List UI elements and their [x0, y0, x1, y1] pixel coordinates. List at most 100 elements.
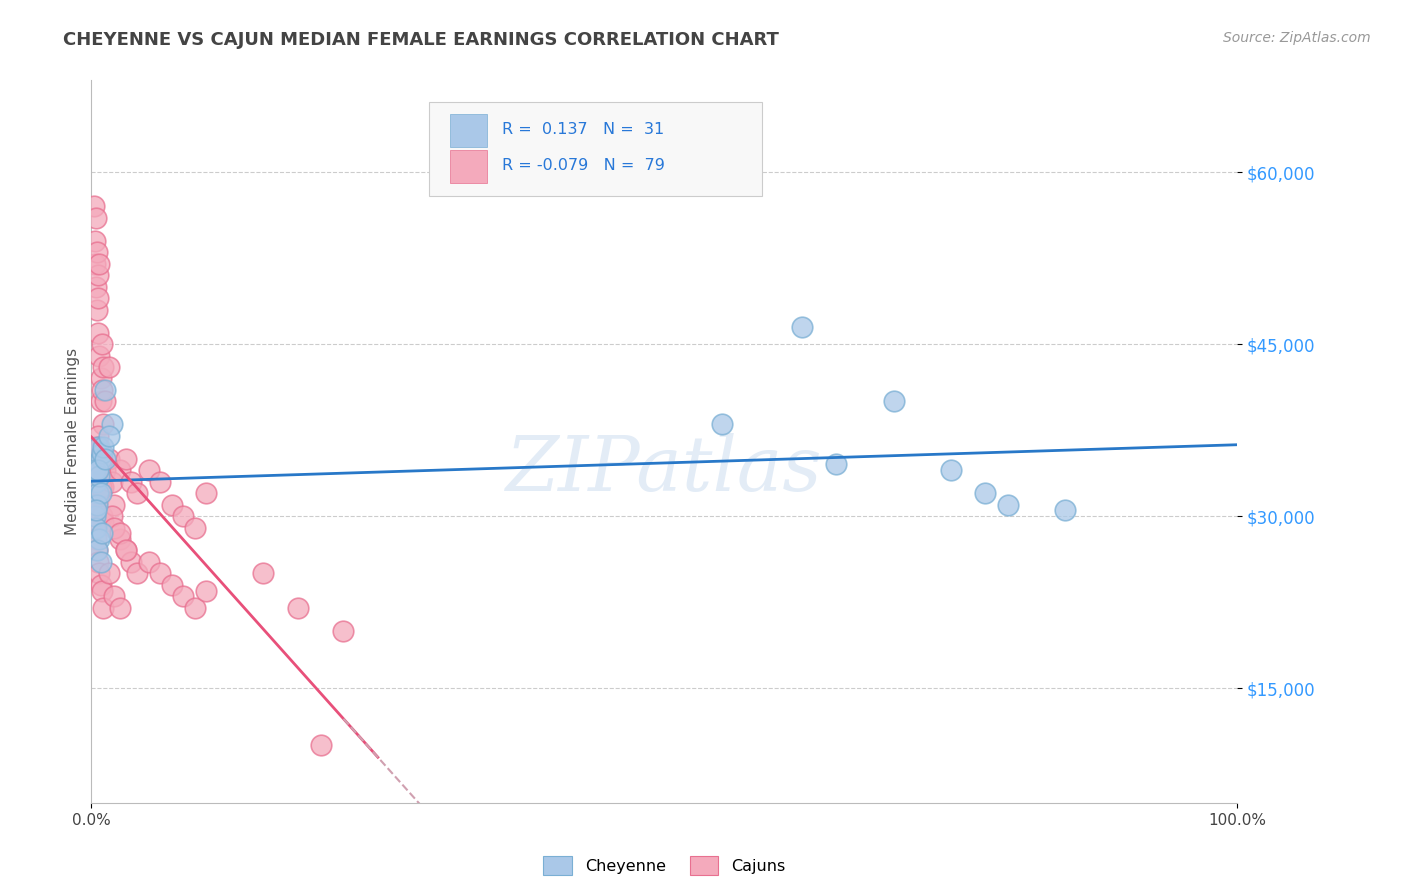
Point	[114, 543, 136, 558]
Point	[86, 503, 108, 517]
Point	[89, 469, 111, 483]
Point	[127, 486, 149, 500]
Point	[108, 532, 131, 546]
Text: ZIPatlas: ZIPatlas	[506, 434, 823, 508]
Point	[101, 475, 124, 489]
Point	[84, 211, 107, 225]
Point	[160, 578, 183, 592]
Point	[89, 349, 111, 363]
Point	[90, 451, 112, 466]
Point	[87, 555, 110, 569]
Point	[97, 429, 120, 443]
Point	[83, 509, 105, 524]
Point	[90, 383, 112, 397]
Point	[252, 566, 274, 581]
Point	[332, 624, 354, 638]
Point	[183, 600, 205, 615]
Point	[84, 520, 107, 534]
Point	[91, 440, 114, 454]
Point	[97, 566, 120, 581]
Point	[138, 463, 160, 477]
Point	[121, 475, 143, 489]
Point	[90, 394, 112, 409]
Point	[91, 480, 114, 494]
Point	[90, 486, 112, 500]
Point	[103, 590, 125, 604]
FancyBboxPatch shape	[429, 102, 762, 196]
Point	[89, 532, 111, 546]
Point	[194, 583, 217, 598]
Point	[83, 234, 105, 248]
Point	[309, 739, 332, 753]
Point	[87, 291, 110, 305]
Point	[90, 583, 112, 598]
Point	[87, 491, 110, 506]
Point	[939, 463, 962, 477]
Point	[101, 509, 124, 524]
Point	[94, 394, 117, 409]
Point	[149, 566, 172, 581]
Point	[108, 463, 131, 477]
Point	[83, 440, 105, 454]
Point	[103, 498, 125, 512]
Point	[172, 509, 194, 524]
Text: Source: ZipAtlas.com: Source: ZipAtlas.com	[1223, 31, 1371, 45]
Point	[87, 429, 110, 443]
Point	[86, 543, 108, 558]
Point	[90, 337, 112, 351]
Point	[89, 440, 111, 454]
Point	[97, 451, 120, 466]
Point	[90, 509, 112, 524]
Point	[287, 600, 309, 615]
Point	[90, 555, 112, 569]
Point	[103, 520, 125, 534]
Point	[710, 417, 733, 432]
Point	[183, 520, 205, 534]
Point	[91, 359, 114, 374]
Point	[86, 543, 108, 558]
Point	[84, 532, 107, 546]
Point	[86, 245, 108, 260]
Point	[160, 498, 183, 512]
Point	[974, 486, 997, 500]
Point	[114, 543, 136, 558]
Point	[84, 503, 107, 517]
Point	[86, 498, 108, 512]
Point	[83, 486, 105, 500]
Point	[114, 451, 136, 466]
Point	[121, 555, 143, 569]
Point	[89, 257, 111, 271]
Point	[90, 451, 112, 466]
Point	[94, 383, 117, 397]
Point	[94, 463, 117, 477]
Point	[90, 371, 112, 385]
Point	[91, 600, 114, 615]
Point	[84, 451, 107, 466]
Point	[90, 480, 112, 494]
Point	[87, 486, 110, 500]
FancyBboxPatch shape	[450, 150, 486, 183]
FancyBboxPatch shape	[450, 113, 486, 147]
Point	[108, 600, 131, 615]
Text: R = -0.079   N =  79: R = -0.079 N = 79	[502, 158, 665, 173]
Point	[83, 463, 105, 477]
Point	[825, 458, 848, 472]
Point	[87, 440, 110, 454]
Point	[86, 458, 108, 472]
Point	[108, 526, 131, 541]
Point	[90, 526, 112, 541]
Point	[91, 417, 114, 432]
Point	[882, 394, 904, 409]
Point	[87, 268, 110, 283]
Point	[997, 498, 1019, 512]
Point	[194, 486, 217, 500]
Point	[149, 475, 172, 489]
Point	[84, 279, 107, 293]
Point	[86, 302, 108, 317]
Text: CHEYENNE VS CAJUN MEDIAN FEMALE EARNINGS CORRELATION CHART: CHEYENNE VS CAJUN MEDIAN FEMALE EARNINGS…	[63, 31, 779, 49]
Point	[86, 463, 108, 477]
Point	[790, 319, 813, 334]
Point	[87, 326, 110, 340]
Point	[89, 566, 111, 581]
Point	[90, 446, 112, 460]
